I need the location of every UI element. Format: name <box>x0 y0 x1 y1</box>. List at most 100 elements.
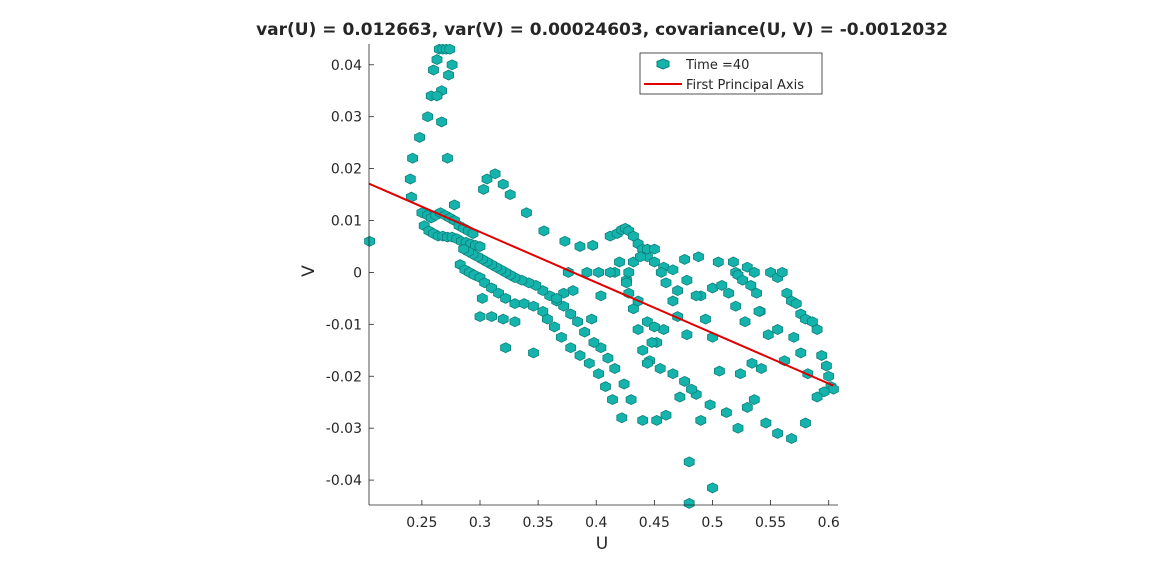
scatter-point-167 <box>572 316 583 328</box>
scatter-point-4 <box>422 111 434 123</box>
scatter-point-119 <box>649 243 660 255</box>
scatter-point-111 <box>632 324 644 335</box>
scatter-point-120 <box>655 266 667 278</box>
scatter-point-215 <box>528 347 539 359</box>
y-tick-label-4: 0 <box>353 265 362 281</box>
scatter-point-198 <box>518 298 530 310</box>
y-tick-label-2: 0.02 <box>331 162 362 178</box>
scatter-point-143 <box>690 290 702 302</box>
scatter-point-207 <box>593 368 604 380</box>
y-tick-label-5: -0.01 <box>326 317 362 333</box>
scatter-point-97 <box>786 433 797 444</box>
scatter-point-101 <box>741 401 753 413</box>
scatter-point-225 <box>621 277 632 289</box>
scatter-point-106 <box>679 375 690 387</box>
y-tick-label-8: -0.04 <box>326 473 362 489</box>
y-tick-label-7: -0.03 <box>326 421 362 437</box>
scatter-point-208 <box>600 381 611 393</box>
scatter-point-95 <box>811 391 823 403</box>
scatter-point-98 <box>772 427 783 439</box>
scatter-point-54 <box>587 239 599 251</box>
scatter-point-128 <box>730 300 742 312</box>
scatter-point-196 <box>500 292 512 304</box>
scatter-point-49 <box>504 189 516 201</box>
scatter-point-209 <box>607 394 618 406</box>
scatter-point-112 <box>628 303 639 315</box>
scatter-point-67 <box>679 253 690 265</box>
scatter-point-158 <box>683 497 695 509</box>
scatter-point-229 <box>586 313 597 325</box>
x-tick-label-1: 0.3 <box>469 515 491 531</box>
scatter-point-15 <box>431 90 443 102</box>
scatter-point-96 <box>800 417 811 429</box>
x-tick-label-6: 0.55 <box>755 515 786 531</box>
scatter-point-214 <box>509 316 521 328</box>
scatter-point-126 <box>716 279 728 291</box>
scatter-point-99 <box>760 417 772 429</box>
scatter-point-0 <box>364 235 376 247</box>
x-tick-label-4: 0.45 <box>639 515 670 531</box>
scatter-point-115 <box>623 266 635 278</box>
scatter-point-168 <box>565 308 577 320</box>
scatter-point-150 <box>642 357 653 369</box>
scatter-point-153 <box>660 409 672 421</box>
scatter-point-3 <box>414 131 426 143</box>
scatter-point-19 <box>448 199 460 211</box>
scatter-point-163 <box>602 352 614 364</box>
scatter-point-145 <box>672 285 683 297</box>
scatter-point-51 <box>538 225 550 237</box>
scatter-point-7 <box>431 54 443 66</box>
scatter-point-66 <box>667 264 679 276</box>
scatter-point-132 <box>772 324 783 335</box>
scatter-point-130 <box>753 305 765 317</box>
scatter-point-140 <box>714 365 725 377</box>
scatter-point-75 <box>745 279 757 291</box>
chart-title: var(U) = 0.012663, var(V) = 0.00024603, … <box>256 20 948 40</box>
scatter-point-77 <box>751 287 762 299</box>
legend-marker-scatter <box>656 58 670 70</box>
scatter-point-218 <box>567 285 579 297</box>
scatter-point-93 <box>828 383 839 395</box>
scatter-point-166 <box>579 326 590 338</box>
scatter-point-152 <box>651 414 663 426</box>
scatter-point-206 <box>583 357 595 369</box>
scatter-point-48 <box>497 178 509 190</box>
scatter-point-213 <box>497 313 509 325</box>
scatter-point-223 <box>593 266 604 278</box>
scatter-point-156 <box>695 414 707 426</box>
scatter-point-17 <box>442 152 453 164</box>
scatter-point-6 <box>428 64 439 76</box>
scatter-point-139 <box>735 368 746 380</box>
legend: Time =40 First Principal Axis <box>639 52 823 95</box>
scatter-point-108 <box>654 363 666 374</box>
scatter-point-121 <box>660 277 672 289</box>
y-tick-label-3: 0.01 <box>331 214 362 230</box>
scatter-point-203 <box>556 331 567 343</box>
scatter-point-47 <box>489 168 501 180</box>
scatter-point-135 <box>795 347 807 359</box>
scatter-point-52 <box>559 235 571 247</box>
legend-box <box>639 52 823 95</box>
scatter-point-81 <box>776 266 788 278</box>
scatter-point-162 <box>609 363 621 374</box>
scatter-point-210 <box>616 412 628 424</box>
scatter-point-84 <box>790 298 802 310</box>
y-axis-label: V <box>299 265 319 277</box>
scatter-point-165 <box>588 337 600 348</box>
scatter-point-142 <box>700 313 711 325</box>
scatter-point-129 <box>739 316 751 328</box>
scatter-point-69 <box>712 256 724 268</box>
scatter-point-147 <box>658 324 670 335</box>
scatter-point-144 <box>681 274 693 286</box>
data-marks <box>364 43 839 509</box>
y-tick-label-6: -0.02 <box>326 369 362 385</box>
scatter-point-107 <box>667 368 679 380</box>
scatter-point-73 <box>737 274 749 286</box>
scatter-point-138 <box>746 357 758 369</box>
scatter-point-44 <box>474 241 486 252</box>
scatter-point-199 <box>528 300 539 312</box>
scatter-point-13 <box>443 69 455 81</box>
scatter-point-187 <box>458 243 470 255</box>
scatter-point-123 <box>681 329 693 341</box>
